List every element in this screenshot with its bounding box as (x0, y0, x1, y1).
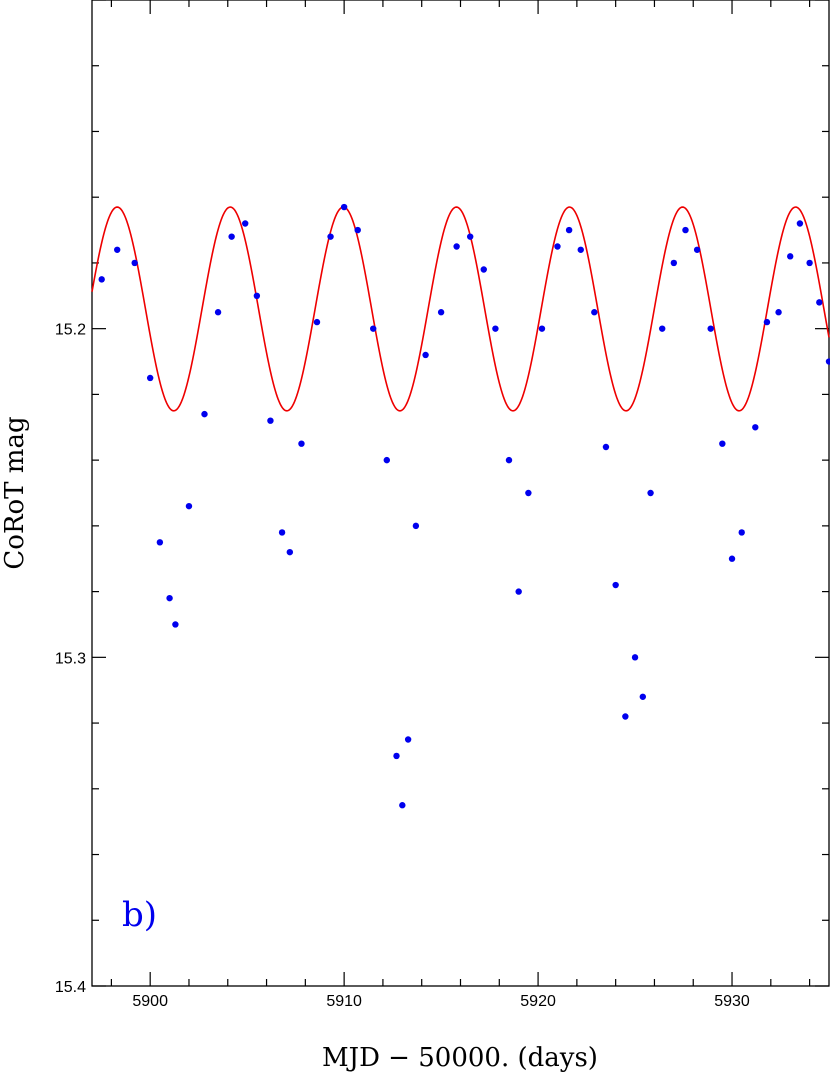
data-point (591, 309, 598, 316)
data-point (370, 325, 377, 332)
y-axis-ticks: 15.2 15.3 15.4 (55, 0, 829, 996)
data-point (525, 489, 532, 497)
data-point (185, 502, 193, 510)
data-point (565, 226, 573, 234)
data-point (682, 226, 689, 234)
y-tick-label: 15.4 (55, 979, 86, 996)
data-point (214, 309, 222, 316)
plot-frame (91, 0, 830, 987)
data-point (577, 246, 584, 253)
x-tick-label: 5920 (520, 993, 556, 1010)
data-point (327, 233, 334, 240)
data-point (659, 325, 666, 332)
data-point (538, 325, 546, 332)
y-axis-title: CoRoT mag (0, 416, 30, 569)
data-point (554, 243, 561, 250)
data-point (639, 693, 647, 700)
data-point (383, 456, 390, 464)
data-point (404, 736, 412, 743)
data-point (787, 253, 794, 260)
data-point (131, 259, 138, 267)
data-point (467, 233, 474, 240)
data-point (480, 266, 487, 273)
data-point (796, 220, 804, 227)
data-point (313, 318, 321, 326)
data-point (278, 529, 286, 536)
data-point (612, 581, 619, 589)
data-point (693, 246, 701, 253)
data-point (622, 713, 629, 720)
x-tick-label: 5900 (132, 993, 168, 1010)
data-point (719, 440, 726, 447)
data-point (166, 594, 173, 602)
model-curve-layer (91, 206, 830, 412)
data-point (816, 299, 823, 306)
data-point (738, 529, 745, 536)
data-point (340, 203, 348, 211)
data-point (775, 309, 782, 316)
data-point (647, 489, 654, 497)
model-curve (91, 206, 830, 412)
data-point (631, 654, 639, 661)
data-point (437, 309, 445, 316)
data-point (505, 456, 513, 464)
x-axis-ticks: 5900 5910 5920 5930 (110, 0, 811, 1010)
y-tick-label: 15.3 (55, 650, 86, 667)
data-point (728, 555, 736, 562)
data-point (172, 621, 179, 628)
y-tick-label: 15.2 (55, 322, 86, 339)
data-point (98, 276, 105, 283)
data-point (298, 440, 305, 447)
data-point (242, 220, 249, 227)
data-point (752, 424, 759, 431)
data-point (286, 548, 294, 556)
data-point (228, 233, 235, 240)
x-tick-label: 5930 (714, 993, 750, 1010)
data-point (146, 374, 154, 382)
data-point (763, 318, 771, 326)
data-point (393, 752, 400, 760)
data-point (114, 246, 121, 253)
observed-points-layer (98, 203, 830, 809)
data-point (201, 410, 208, 418)
data-point (422, 351, 429, 359)
data-point (253, 292, 261, 299)
data-point (602, 443, 610, 451)
data-point (399, 802, 406, 809)
data-point (806, 259, 813, 267)
data-point (453, 243, 460, 250)
x-tick-label: 5910 (326, 993, 362, 1010)
data-point (825, 358, 830, 365)
x-axis-title: MJD − 50000. (days) (322, 1043, 598, 1073)
data-point (267, 417, 274, 424)
data-point (707, 325, 714, 332)
data-point (412, 522, 420, 530)
data-point (670, 259, 678, 267)
data-point (354, 226, 361, 234)
data-point (515, 588, 522, 595)
panel-label: b) (122, 895, 157, 935)
data-point (492, 325, 499, 332)
data-point (156, 539, 164, 546)
